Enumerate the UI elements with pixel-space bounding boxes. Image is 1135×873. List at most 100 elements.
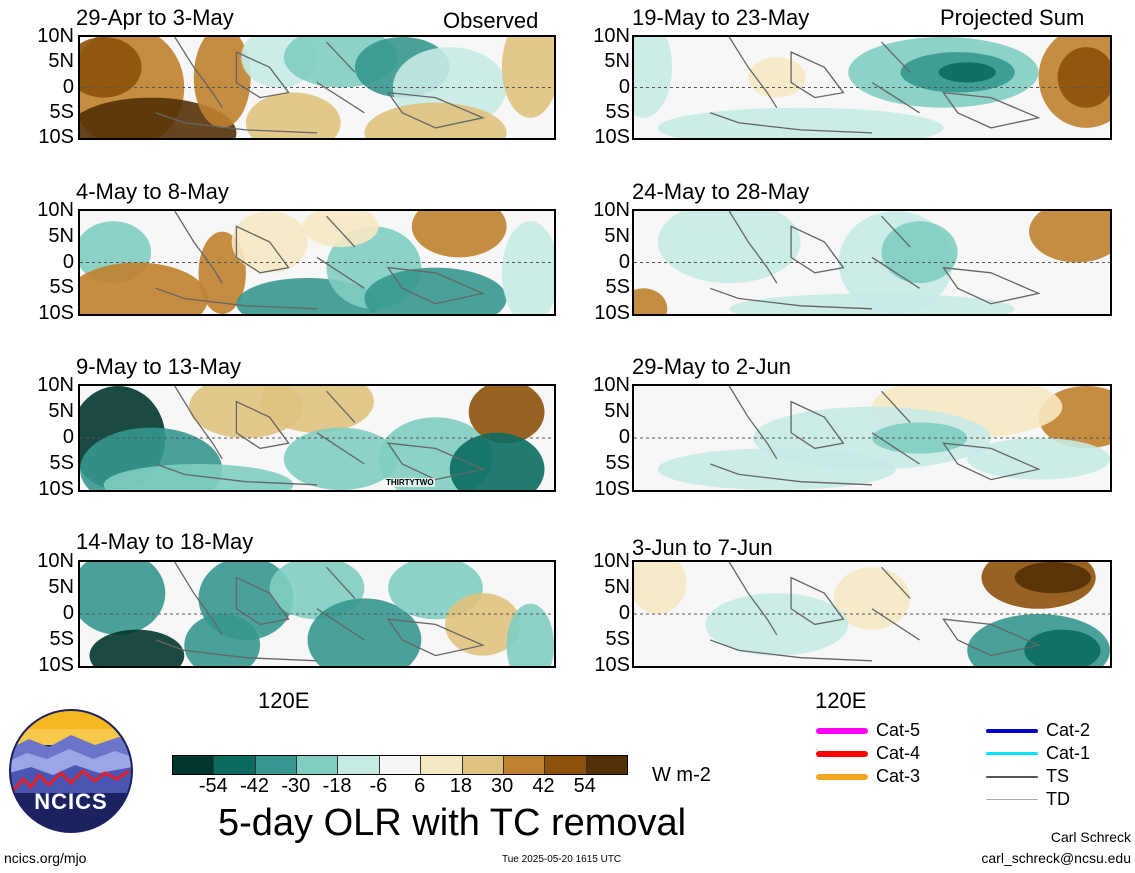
olr-anomaly-region — [307, 598, 422, 666]
olr-anomaly-region — [1024, 629, 1101, 666]
y-tick-label: 10S — [594, 478, 630, 500]
colorbar-tick-label: -54 — [198, 775, 228, 797]
y-tick-label: 0 — [62, 602, 74, 624]
olr-map-panel — [632, 384, 1112, 492]
legend-item: Cat-4 — [816, 743, 920, 764]
olr-anomaly-region — [80, 37, 142, 98]
colorbar-cell — [255, 756, 298, 774]
colorbar-cell — [586, 756, 627, 774]
olr-anomaly-region — [748, 57, 806, 98]
olr-anomaly-region — [657, 448, 896, 490]
y-tick-label: 5N — [48, 576, 74, 598]
olr-anomaly-region — [364, 102, 507, 138]
olr-anomaly-region — [302, 211, 379, 248]
colorbar-cell — [379, 756, 422, 774]
panel-title: 14-May to 18-May — [76, 529, 254, 554]
olr-anomaly-region — [260, 386, 374, 433]
olr-anomaly-region — [881, 221, 958, 284]
y-tick-label: 5S — [49, 628, 74, 650]
y-tick-label: 5S — [605, 276, 630, 299]
olr-anomaly-region — [967, 438, 1110, 480]
olr-anomaly-region — [245, 92, 341, 138]
coastline — [709, 37, 1041, 134]
colorbar-cell — [545, 756, 587, 774]
legend-label: Cat-4 — [876, 743, 921, 763]
legend-label: Cat-3 — [876, 766, 921, 786]
y-tick-label: 10N — [593, 199, 630, 221]
colorbar-tick-label: -18 — [322, 775, 352, 797]
coastline — [155, 386, 485, 486]
olr-anomaly-region — [283, 427, 398, 490]
olr-anomaly-region — [80, 97, 237, 138]
footer-email: carl_schreck@ncsu.edu — [981, 850, 1131, 866]
colorbar-tick-label: 30 — [491, 775, 514, 797]
y-tick-label: 0 — [62, 426, 74, 448]
legend-swatch — [986, 775, 1038, 778]
colorbar-tick-label: -42 — [240, 775, 269, 797]
olr-field — [80, 211, 554, 314]
olr-field — [634, 211, 1110, 314]
y-tick-label: 5S — [49, 100, 74, 123]
olr-map-panel — [78, 209, 556, 316]
olr-anomaly-region — [80, 262, 208, 314]
x-tick-label: 120E — [258, 688, 310, 713]
y-tick-label: 10S — [594, 302, 630, 324]
y-tick-label: 5S — [605, 628, 630, 650]
y-tick-label: 10N — [37, 374, 74, 396]
olr-anomaly-region — [449, 432, 545, 490]
legend-item: Cat-2 — [986, 720, 1090, 741]
colorbar — [172, 755, 628, 775]
y-tick-label: 10S — [38, 654, 74, 676]
y-tick-label: 5N — [604, 224, 630, 247]
panel-title: 24-May to 28-May — [632, 179, 810, 204]
colorbar-cell — [297, 756, 339, 774]
panel-title: 19-May to 23-May — [632, 5, 810, 30]
legend-item: Cat-5 — [816, 720, 920, 741]
olr-anomaly-region — [634, 562, 687, 614]
y-tick-label: 0 — [618, 602, 630, 624]
olr-anomaly-region — [468, 386, 545, 444]
colorbar-cell — [214, 756, 256, 774]
olr-anomaly-region — [1014, 562, 1091, 594]
coastline — [709, 562, 1041, 662]
y-tick-label: 10N — [37, 550, 74, 572]
coastline — [155, 211, 486, 310]
y-tick-label: 5S — [605, 452, 630, 474]
panel-title: 3-Jun to 7-Jun — [632, 535, 773, 560]
olr-field — [80, 37, 554, 138]
y-tick-label: 5S — [605, 100, 630, 123]
y-tick-label: 10N — [593, 374, 630, 396]
y-tick-label: 10S — [38, 478, 74, 500]
legend-label: TS — [1046, 766, 1070, 786]
panel-tag: Projected Sum — [940, 5, 1085, 30]
olr-anomaly-region — [411, 211, 507, 258]
olr-anomaly-region — [729, 293, 1015, 314]
y-tick-label: 5S — [49, 276, 74, 299]
y-tick-label: 0 — [618, 426, 630, 448]
olr-anomaly-region — [1029, 211, 1110, 263]
legend-label: Cat-1 — [1046, 743, 1091, 763]
legend-swatch — [816, 750, 868, 757]
olr-anomaly-region — [657, 107, 944, 138]
panel-tag: Observed — [443, 8, 539, 33]
units-label: W m-2 — [652, 764, 711, 786]
y-tick-label: 0 — [618, 75, 630, 98]
olr-anomaly-region — [705, 593, 849, 656]
colorbar-tick-label: 6 — [414, 775, 426, 797]
y-tick-label: 0 — [618, 250, 630, 273]
colorbar-cell — [173, 756, 215, 774]
legend-item: TS — [986, 766, 1069, 787]
y-tick-label: 5N — [604, 576, 630, 598]
legend-swatch — [986, 799, 1038, 800]
olr-anomaly-region — [501, 37, 554, 118]
olr-anomaly-region — [103, 464, 294, 490]
olr-field — [634, 37, 1110, 138]
olr-field — [80, 562, 554, 666]
legend-swatch — [986, 728, 1038, 733]
coastline — [155, 37, 486, 134]
logo-text: NCICS — [34, 789, 108, 814]
legend-label: Cat-5 — [876, 720, 921, 740]
olr-anomaly-region — [506, 603, 554, 666]
colorbar-tick-label: 42 — [532, 775, 555, 797]
y-tick-label: 10S — [594, 654, 630, 676]
